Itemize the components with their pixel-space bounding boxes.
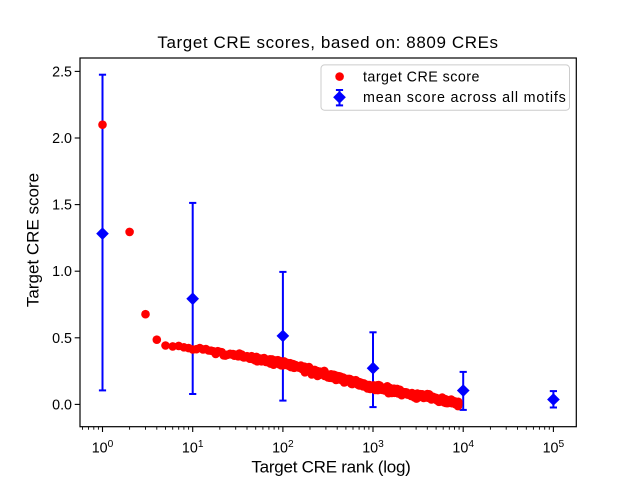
svg-text:Target CRE score: Target CRE score xyxy=(23,173,42,307)
svg-text:1.5: 1.5 xyxy=(52,198,72,214)
svg-text:2.5: 2.5 xyxy=(52,64,72,80)
svg-text:Target CRE rank (log): Target CRE rank (log) xyxy=(251,458,410,477)
svg-text:0.5: 0.5 xyxy=(52,331,72,347)
svg-text:1.0: 1.0 xyxy=(52,264,72,280)
svg-text:mean score across all motifs: mean score across all motifs xyxy=(363,90,567,106)
svg-text:2.0: 2.0 xyxy=(52,131,72,147)
svg-text:Target CRE scores, based on: 8: Target CRE scores, based on: 8809 CREs xyxy=(157,33,498,52)
svg-text:0.0: 0.0 xyxy=(52,397,72,413)
svg-text:target CRE score: target CRE score xyxy=(363,69,480,85)
